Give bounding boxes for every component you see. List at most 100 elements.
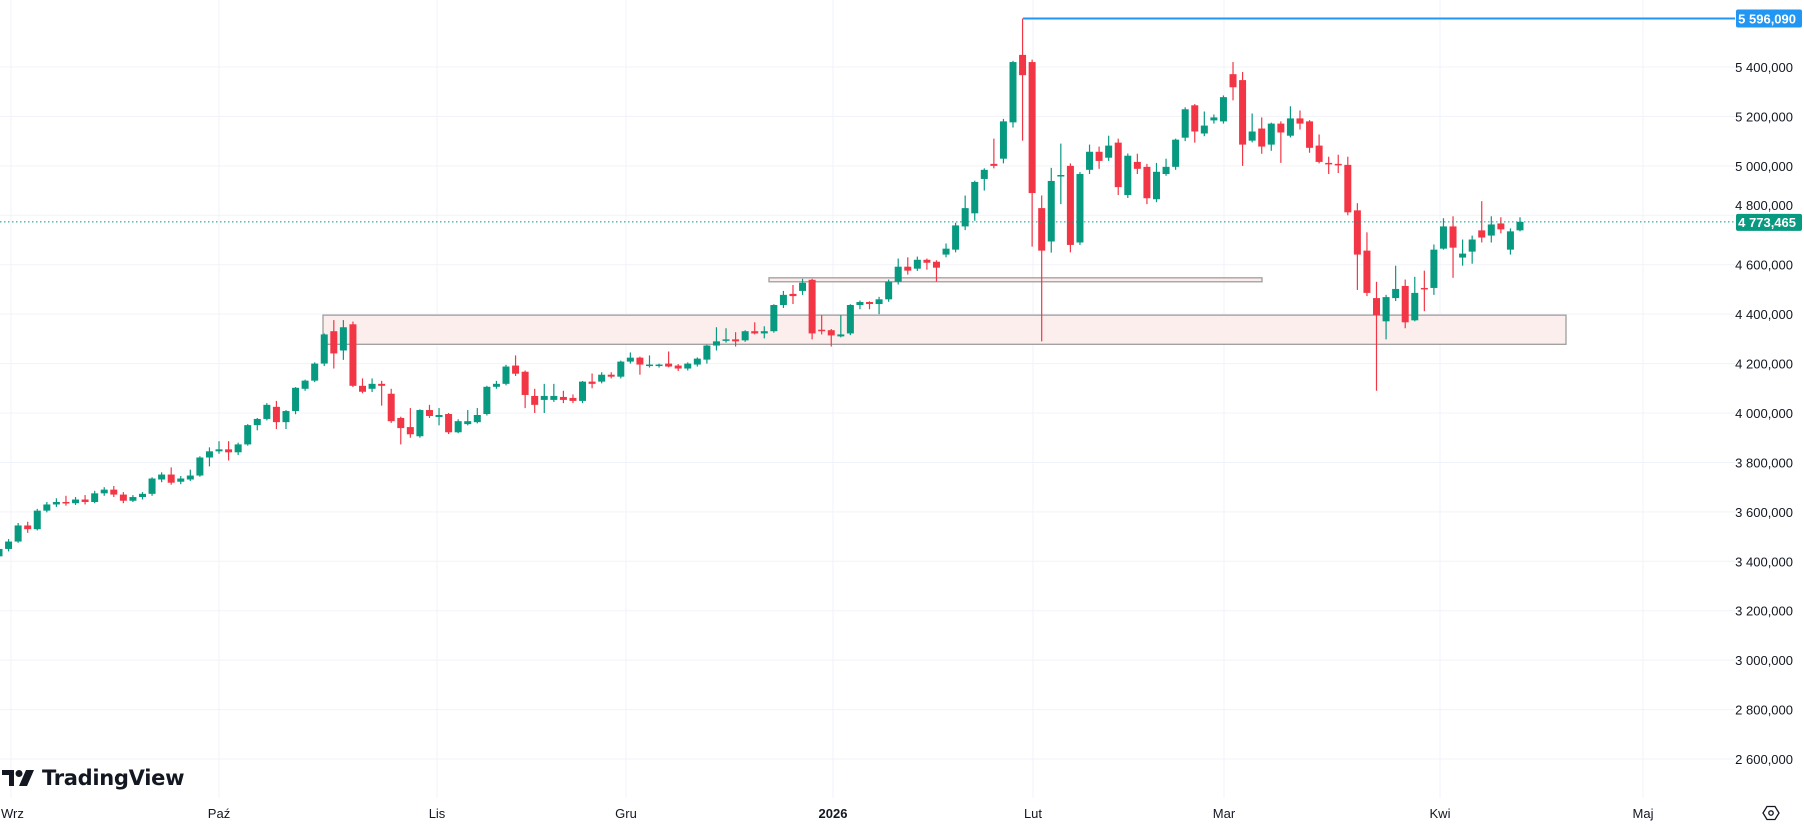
candle-body — [177, 478, 185, 482]
candle-up — [492, 380, 500, 389]
price-axis[interactable]: 5 400,000 5 200,000 5 000,000 4 800,000 4 60… — [1735, 60, 1793, 767]
candle-up — [129, 495, 137, 502]
candle-body — [1267, 123, 1275, 145]
candle-down — [397, 416, 405, 445]
candle-body — [1095, 151, 1103, 161]
candle-body — [244, 425, 252, 445]
candle-body — [186, 475, 194, 480]
candle-down — [81, 495, 89, 505]
candle-up — [693, 357, 701, 367]
candle-up — [186, 469, 194, 481]
candle-body — [1258, 128, 1266, 147]
candle-down — [1334, 154, 1342, 174]
candle-body — [512, 365, 520, 374]
candle-body — [1066, 165, 1074, 245]
candle-body — [1468, 239, 1476, 252]
candle-body — [617, 361, 625, 377]
candle-body — [473, 414, 481, 423]
candle-body — [454, 421, 462, 433]
candle-body — [14, 525, 22, 542]
candles — [0, 18, 1524, 557]
drawings[interactable] — [322, 277, 1567, 345]
candle-body — [24, 525, 32, 530]
x-tick-label: Kwi — [1430, 806, 1451, 821]
candle-up — [253, 417, 261, 431]
candle-up — [215, 441, 223, 454]
candle-down — [1258, 117, 1266, 154]
candle-up — [234, 442, 242, 456]
candle-body — [990, 163, 998, 166]
candle-down — [1143, 163, 1151, 205]
candle-body — [1516, 221, 1524, 231]
candle-body — [1306, 121, 1314, 148]
candle-down — [990, 138, 998, 169]
support-zone-rectangle[interactable] — [322, 314, 1567, 345]
candle-body — [808, 279, 816, 334]
candle-body — [330, 331, 338, 354]
x-tick-label: Lut — [1024, 806, 1042, 821]
candle-up — [837, 315, 845, 338]
candle-body — [751, 331, 759, 334]
candle-down — [531, 388, 539, 414]
candle-body — [272, 406, 280, 423]
candle-body — [435, 414, 443, 417]
candle-body — [483, 386, 491, 414]
candle-up — [1286, 106, 1294, 138]
candle-up — [1219, 95, 1227, 124]
candle-up — [52, 498, 60, 507]
candle-up — [1162, 158, 1170, 176]
candle-body — [72, 499, 80, 504]
candle-up — [1516, 217, 1524, 232]
tradingview-logo[interactable]: TradingView — [2, 766, 184, 790]
candle-body — [904, 266, 912, 271]
candle-body — [378, 383, 386, 386]
chart-settings-icon[interactable] — [1762, 804, 1780, 822]
candle-body — [531, 395, 539, 405]
candle-body — [52, 501, 60, 505]
candle-up — [72, 497, 80, 505]
x-tick-label: Mar — [1213, 806, 1236, 821]
candle-up — [196, 456, 204, 477]
candle-body — [1038, 208, 1046, 251]
candle-up — [205, 447, 213, 467]
candle-body — [894, 266, 902, 282]
candle-body — [138, 493, 146, 498]
candle-body — [397, 417, 405, 429]
x-tick-label: Paź — [208, 806, 230, 821]
candle-down — [674, 364, 682, 371]
y-tick-label: 4 000,000 — [1735, 406, 1793, 421]
candle-down — [665, 351, 673, 368]
candle-body — [445, 413, 453, 433]
candle-body — [253, 418, 261, 426]
candle-down — [167, 467, 175, 485]
candle-body — [885, 281, 893, 300]
candle-body — [349, 324, 357, 386]
candle-up — [1382, 294, 1390, 340]
candle-body — [1191, 105, 1199, 132]
candle-up — [464, 410, 472, 426]
candle-up — [14, 522, 22, 543]
time-axis[interactable]: Wrz Paź Lis Gru 2026 Lut Mar Kwi Maj — [1, 806, 1654, 821]
candle-body — [827, 330, 835, 336]
candle-up — [1076, 172, 1084, 245]
candle-body — [607, 374, 615, 377]
candle-up — [579, 380, 587, 404]
candle-up — [1430, 244, 1438, 295]
candle-down — [751, 322, 759, 335]
candle-down — [1133, 153, 1141, 175]
candle-body — [1076, 174, 1084, 243]
candle-up — [435, 408, 443, 426]
candle-body — [1019, 54, 1027, 76]
y-tick-label: 4 400,000 — [1735, 307, 1793, 322]
candle-up — [722, 328, 730, 343]
candle-body — [1430, 249, 1438, 288]
candle-down — [1344, 156, 1352, 216]
candle-body — [81, 499, 89, 502]
candle-down — [62, 495, 70, 506]
candle-body — [148, 478, 156, 494]
candle-up — [1181, 107, 1189, 142]
candle-body — [1315, 145, 1323, 162]
resistance-box-rectangle[interactable] — [768, 277, 1263, 283]
candle-body — [866, 302, 874, 305]
